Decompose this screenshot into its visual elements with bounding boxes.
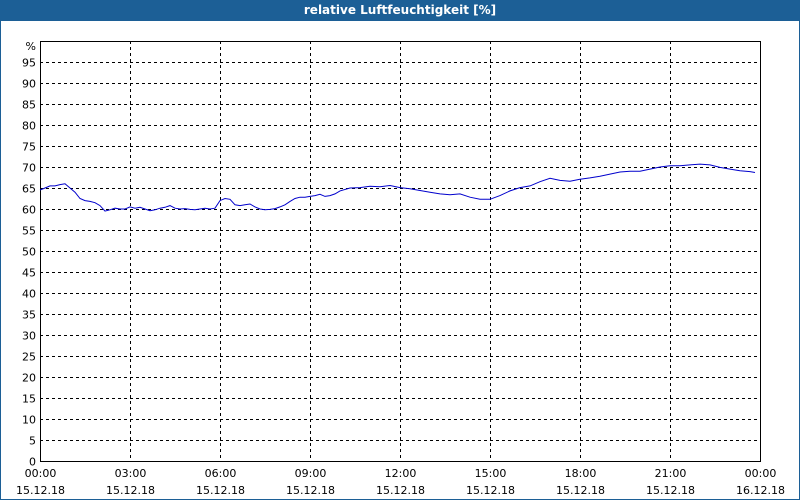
y-tick-label: 25 [22, 351, 36, 364]
y-tick-label: 0 [29, 456, 36, 469]
x-tick-date: 15.12.18 [646, 484, 695, 497]
x-tick-date: 15.12.18 [556, 484, 605, 497]
y-tick-label: 35 [22, 309, 36, 322]
x-tick-date: 15.12.18 [466, 484, 515, 497]
y-tick-label: 50 [22, 246, 36, 259]
y-tick-label: 30 [22, 330, 36, 343]
y-tick-label: 20 [22, 372, 36, 385]
x-tick-time: 18:00 [565, 467, 597, 480]
y-tick-label: 40 [22, 288, 36, 301]
y-axis-label: % [26, 40, 36, 53]
x-tick-date: 15.12.18 [376, 484, 425, 497]
x-tick-time: 21:00 [655, 467, 687, 480]
x-tick-time: 15:00 [475, 467, 507, 480]
x-tick-time: 00:00 [25, 467, 57, 480]
y-tick-label: 70 [22, 162, 36, 175]
y-tick-label: 55 [22, 225, 36, 238]
x-tick-time: 06:00 [205, 467, 237, 480]
x-tick-date: 15.12.18 [196, 484, 245, 497]
y-tick-label: 90 [22, 78, 36, 91]
y-axis-ticks: 0 5 10 15 20 25 30 35 40 45 50 55 60 65 70 75 80 85 90 95 [22, 57, 36, 469]
x-tick-date: 15.12.18 [16, 484, 65, 497]
x-tick-time: 03:00 [115, 467, 147, 480]
y-tick-label: 10 [22, 414, 36, 427]
x-axis-ticks: 00:00 15.12.18 03:00 15.12.18 06:00 15.12.18 0… [16, 467, 785, 497]
y-tick-label: 45 [22, 267, 36, 280]
y-tick-label: 15 [22, 393, 36, 406]
x-tick-date: 16.12.18 [736, 484, 785, 497]
x-tick-date: 15.12.18 [286, 484, 335, 497]
x-tick-time: 00:00 [745, 467, 777, 480]
y-tick-label: 80 [22, 120, 36, 133]
x-tick-date: 15.12.18 [106, 484, 155, 497]
y-tick-label: 95 [22, 57, 36, 70]
x-tick-time: 09:00 [295, 467, 327, 480]
y-tick-label: 60 [22, 204, 36, 217]
x-tick-time: 12:00 [385, 467, 417, 480]
y-tick-label: 5 [29, 435, 36, 448]
humidity-series-line [39, 163, 756, 212]
y-tick-label: 65 [22, 183, 36, 196]
y-tick-label: 85 [22, 99, 36, 112]
grid-lines [40, 41, 760, 461]
plot-area [40, 41, 761, 462]
chart-title: relative Luftfeuchtigkeit [%] [0, 0, 800, 21]
y-tick-label: 75 [22, 141, 36, 154]
